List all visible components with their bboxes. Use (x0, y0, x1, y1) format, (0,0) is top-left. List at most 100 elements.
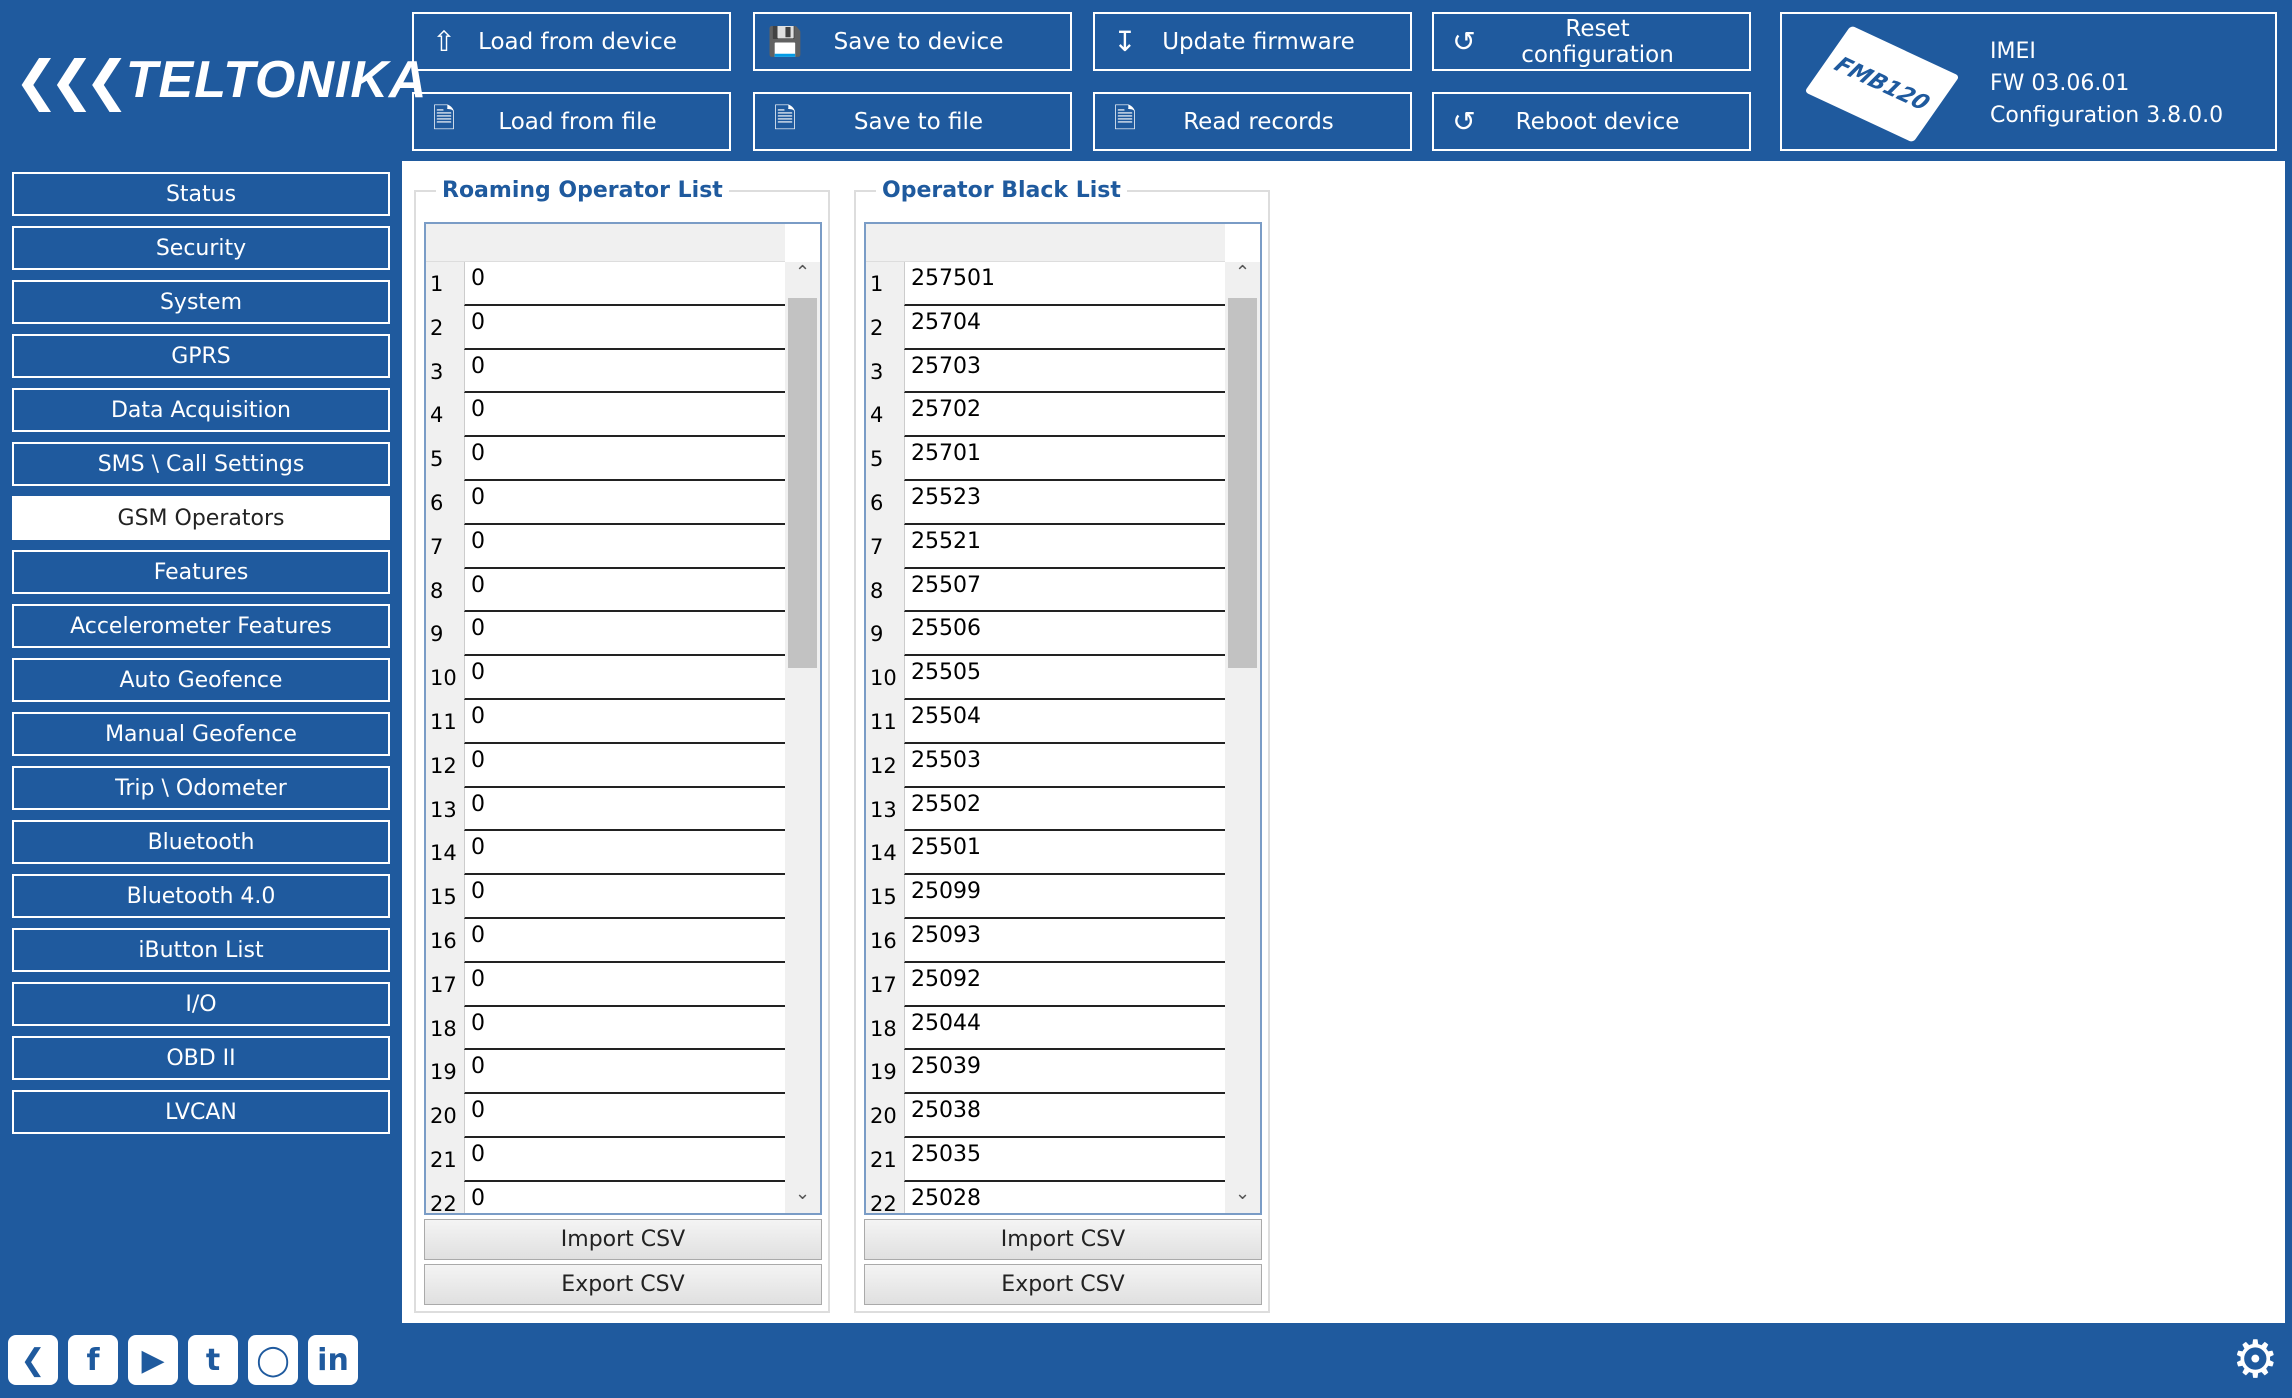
operator-code-cell[interactable]: 25505 (904, 656, 1225, 700)
sidebar-item-trip-odometer[interactable]: Trip \ Odometer (12, 766, 390, 810)
operator-code-cell[interactable]: 0 (464, 1181, 785, 1213)
table-row: 10 25505 (866, 656, 1225, 700)
operator-code-cell[interactable]: 25701 (904, 437, 1225, 481)
operator-code-cell[interactable]: 0 (464, 393, 785, 438)
operator-code-cell[interactable]: 25704 (904, 305, 1225, 350)
row-number: 3 (426, 349, 464, 394)
operator-code-cell[interactable]: 0 (464, 1137, 785, 1182)
twitter-icon[interactable]: t (188, 1335, 238, 1385)
sidebar-item-gsm-operators[interactable]: GSM Operators (12, 496, 390, 540)
sidebar-item-security[interactable]: Security (12, 226, 390, 270)
roaming-operator-grid[interactable]: 1 0 2 0 3 0 4 0 5 0 6 0 7 0 8 0 9 0 10 0 11 0 12 0 13 0 14 0 15 0 16 0 1… (424, 222, 822, 1215)
sidebar-item-ibutton-list[interactable]: iButton List (12, 928, 390, 972)
operator-code-cell[interactable]: 0 (464, 918, 785, 963)
operator-code-cell[interactable]: 25093 (904, 918, 1225, 963)
update-firmware-button[interactable]: ↧ Update firmware (1093, 12, 1412, 71)
operator-code-cell[interactable]: 0 (464, 1006, 785, 1051)
sidebar-item-manual-geofence[interactable]: Manual Geofence (12, 712, 390, 756)
operator-code-cell[interactable]: 0 (464, 262, 785, 306)
sidebar-item-lvcan[interactable]: LVCAN (12, 1090, 390, 1134)
operator-code-cell[interactable]: 25039 (904, 1050, 1225, 1095)
row-number: 11 (866, 699, 904, 744)
facebook-icon[interactable]: f (68, 1335, 118, 1385)
sidebar-item-gprs[interactable]: GPRS (12, 334, 390, 378)
operator-code-cell[interactable]: 25044 (904, 1006, 1225, 1051)
operator-code-cell[interactable]: 25099 (904, 875, 1225, 919)
load-from-file-button[interactable]: 🗎 Load from file (412, 92, 731, 151)
operator-code-cell[interactable]: 0 (464, 656, 785, 700)
scroll-down-icon[interactable]: ⌄ (1234, 1183, 1251, 1204)
operator-code-cell[interactable]: 25703 (904, 349, 1225, 394)
save-to-device-button[interactable]: 💾 Save to device (753, 12, 1072, 71)
load-from-device-button[interactable]: ⇧ Load from device (412, 12, 731, 71)
reboot-device-button[interactable]: ↺ Reboot device (1432, 92, 1751, 151)
sidebar-item-features[interactable]: Features (12, 550, 390, 594)
instagram-icon[interactable]: ◯ (248, 1335, 298, 1385)
sidebar-item-data-acquisition[interactable]: Data Acquisition (12, 388, 390, 432)
operator-code-cell[interactable]: 0 (464, 875, 785, 919)
sidebar-item-sms-call-settings[interactable]: SMS \ Call Settings (12, 442, 390, 486)
scroll-up-icon[interactable]: ⌃ (1234, 262, 1251, 283)
blacklist-export-csv-button[interactable]: Export CSV (864, 1264, 1262, 1305)
operator-code-cell[interactable]: 0 (464, 787, 785, 832)
reset-configuration-button[interactable]: ↺ Reset configuration (1432, 12, 1751, 71)
operator-code-cell[interactable]: 0 (464, 1094, 785, 1138)
sidebar-item-system[interactable]: System (12, 280, 390, 324)
operator-code-cell[interactable]: 0 (464, 699, 785, 744)
operator-code-cell[interactable]: 25092 (904, 962, 1225, 1007)
operator-code-cell[interactable]: 0 (464, 524, 785, 569)
operator-code-cell[interactable]: 0 (464, 962, 785, 1007)
roaming-import-csv-button[interactable]: Import CSV (424, 1219, 822, 1260)
scroll-up-icon[interactable]: ⌃ (794, 262, 811, 283)
operator-code-cell[interactable]: 25501 (904, 831, 1225, 876)
table-row: 8 25507 (866, 568, 1225, 613)
operator-code-cell[interactable]: 25506 (904, 612, 1225, 657)
row-number: 20 (866, 1094, 904, 1138)
operator-code-cell[interactable]: 25038 (904, 1094, 1225, 1138)
operator-code-cell[interactable]: 0 (464, 349, 785, 394)
roaming-export-csv-button[interactable]: Export CSV (424, 1264, 822, 1305)
sidebar-item-bluetooth-4-0[interactable]: Bluetooth 4.0 (12, 874, 390, 918)
table-row: 16 0 (426, 918, 785, 963)
operator-code-cell[interactable]: 0 (464, 1050, 785, 1095)
operator-code-cell[interactable]: 25521 (904, 524, 1225, 569)
scroll-down-icon[interactable]: ⌄ (794, 1183, 811, 1204)
sidebar-item-accelerometer-features[interactable]: Accelerometer Features (12, 604, 390, 648)
sidebar-item-i-o[interactable]: I/O (12, 982, 390, 1026)
sidebar-item-bluetooth[interactable]: Bluetooth (12, 820, 390, 864)
operator-code-cell[interactable]: 0 (464, 437, 785, 481)
sidebar-item-auto-geofence[interactable]: Auto Geofence (12, 658, 390, 702)
operator-code-cell[interactable]: 25503 (904, 743, 1225, 788)
blacklist-import-csv-button[interactable]: Import CSV (864, 1219, 1262, 1260)
operator-code-cell[interactable]: 25502 (904, 787, 1225, 832)
save-to-file-button[interactable]: 🗎 Save to file (753, 92, 1072, 151)
sidebar-item-obd-ii[interactable]: OBD II (12, 1036, 390, 1080)
sidebar-item-status[interactable]: Status (12, 172, 390, 216)
linkedin-icon[interactable]: in (308, 1335, 358, 1385)
scroll-thumb[interactable] (1228, 298, 1257, 668)
operator-code-cell[interactable]: 25028 (904, 1181, 1225, 1213)
operator-code-cell[interactable]: 25504 (904, 699, 1225, 744)
operator-code-cell[interactable]: 0 (464, 743, 785, 788)
operator-code-cell[interactable]: 0 (464, 305, 785, 350)
operator-code-cell[interactable]: 0 (464, 612, 785, 657)
upload-icon: ⇧ (432, 25, 456, 58)
youtube-icon[interactable]: ▶ (128, 1335, 178, 1385)
blacklist-scrollbar[interactable]: ⌃ ⌄ (1225, 262, 1260, 1213)
operator-code-cell[interactable]: 0 (464, 480, 785, 525)
operator-code-cell[interactable]: 257501 (904, 262, 1225, 306)
operator-code-cell[interactable]: 0 (464, 831, 785, 876)
operator-code-cell[interactable]: 25035 (904, 1137, 1225, 1182)
operator-black-list-grid[interactable]: 1 257501 2 25704 3 25703 4 25702 5 25701 6 25523 7 25… (864, 222, 1262, 1215)
operator-code-cell[interactable]: 25702 (904, 393, 1225, 438)
gear-icon[interactable]: ⚙ (2232, 1330, 2279, 1390)
operator-code-cell[interactable]: 25523 (904, 480, 1225, 525)
scroll-thumb[interactable] (788, 298, 817, 668)
operator-code-cell[interactable]: 0 (464, 568, 785, 613)
operator-code-cell[interactable]: 25507 (904, 568, 1225, 613)
teltonika-icon[interactable]: ❮ (8, 1335, 58, 1385)
roaming-scrollbar[interactable]: ⌃ ⌄ (785, 262, 820, 1213)
read-records-button[interactable]: 🗎 Read records (1093, 92, 1412, 151)
